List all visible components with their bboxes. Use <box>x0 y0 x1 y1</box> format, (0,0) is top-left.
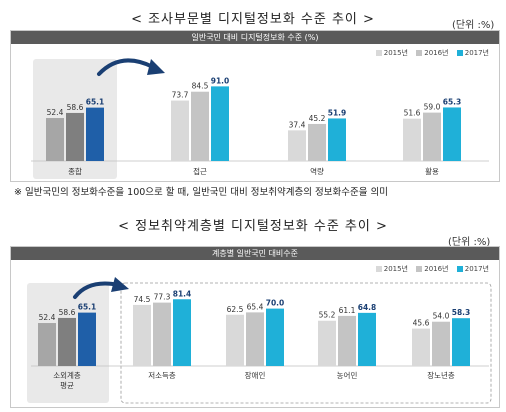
data-label-1-1: 84.5 <box>192 82 209 91</box>
data-label-2-2: 51.9 <box>328 108 347 117</box>
legend-swatch-2015 <box>375 266 382 272</box>
legend-label-2016: 2016년 <box>424 49 449 57</box>
data-label-0-2: 65.1 <box>86 98 105 107</box>
category-label-3: 농어민 <box>337 370 358 380</box>
legend-swatch-2016 <box>416 266 423 272</box>
data-label-2-1: 45.2 <box>309 114 326 123</box>
category-label-2: 역량 <box>310 166 324 176</box>
data-label-0-0: 52.4 <box>39 313 56 322</box>
bar-2-2 <box>266 308 284 366</box>
bottom-legend: 2015년 2016년 2017년 <box>370 264 489 274</box>
bar-4-1 <box>432 321 450 366</box>
data-label-3-2: 64.8 <box>358 303 377 312</box>
data-label-1-2: 91.0 <box>211 76 230 85</box>
bar-3-1 <box>423 112 441 161</box>
data-label-4-1: 54.0 <box>433 312 450 321</box>
legend-swatch-2016 <box>416 50 423 56</box>
data-label-3-1: 61.1 <box>339 306 356 315</box>
bar-2-2 <box>328 118 346 161</box>
data-label-2-2: 70.0 <box>266 299 285 308</box>
comparison-dashed-box <box>120 282 492 404</box>
legend-label-2017: 2017년 <box>464 49 489 57</box>
data-label-3-1: 59.0 <box>424 103 441 112</box>
data-label-1-0: 74.5 <box>134 295 151 304</box>
bar-0-0 <box>38 323 56 366</box>
data-label-3-2: 65.3 <box>443 97 462 106</box>
top-legend: 2015년 2016년 2017년 <box>370 48 489 58</box>
data-label-0-0: 52.4 <box>47 108 64 117</box>
data-label-1-2: 81.4 <box>173 289 192 298</box>
bottom-unit-label: (단위 :%) <box>448 237 491 248</box>
category-label-0-1: 평균 <box>60 380 74 390</box>
bar-2-0 <box>288 130 306 161</box>
category-label-0-0: 소외계층 <box>53 370 81 380</box>
data-label-3-0: 51.6 <box>404 109 421 118</box>
bar-1-2 <box>173 299 191 366</box>
bar-1-1 <box>153 302 171 366</box>
trend-arrow-head <box>147 59 165 75</box>
category-label-2: 장애인 <box>245 370 266 380</box>
top-chart-title: 일반국민 대비 디지털정보화 수준 (%) <box>11 31 499 44</box>
legend-swatch-2017 <box>456 266 463 272</box>
bottom-section-title: < 정보취약계층별 디지털정보화 수준 추이 > <box>118 219 388 234</box>
data-label-0-1: 58.6 <box>59 308 76 317</box>
category-label-1: 접근 <box>193 167 207 176</box>
data-label-4-0: 45.6 <box>413 319 430 328</box>
data-label-1-1: 77.3 <box>154 293 171 302</box>
bar-3-0 <box>403 118 421 161</box>
bar-1-0 <box>133 304 151 366</box>
data-label-2-1: 65.4 <box>247 302 264 311</box>
bar-2-0 <box>226 314 244 366</box>
bar-0-1 <box>66 112 84 161</box>
top-bar-chart: 52.458.665.1 종합 73.784.591.0 접근 37.445.251.9… <box>31 58 489 179</box>
bar-3-2 <box>358 312 376 366</box>
bar-0-2 <box>86 107 104 161</box>
legend-label-2015: 2015년 <box>383 265 408 273</box>
legend-label-2016: 2016년 <box>424 265 449 273</box>
category-label-4: 장노년층 <box>427 370 455 380</box>
trend-arrow-head <box>111 277 129 292</box>
data-label-4-2: 58.3 <box>452 308 471 317</box>
bottom-chart-panel: 계층별 일반국민 대비수준 2015년 2016년 2017년 52.4 58.6… <box>10 246 500 408</box>
bar-1-2 <box>211 86 229 161</box>
bar-3-2 <box>443 107 461 161</box>
top-section-title: < 조사부문별 디지털정보화 수준 추이 > <box>131 12 375 27</box>
top-unit-label: (단위 :%) <box>452 20 495 31</box>
data-label-0-2: 65.1 <box>78 303 97 312</box>
category-label-1: 저소득층 <box>148 371 176 380</box>
footnote: ※ 일반국민의 정보화수준을 100으로 할 때, 일반국민 대비 정보취약계층… <box>14 187 388 198</box>
legend-swatch-2015 <box>375 50 382 56</box>
bar-4-0 <box>412 328 430 366</box>
bar-1-0 <box>171 100 189 161</box>
bar-0-0 <box>46 118 64 161</box>
legend-swatch-2017 <box>456 50 463 56</box>
data-label-2-0: 37.4 <box>289 120 306 129</box>
data-label-1-0: 73.7 <box>172 91 189 100</box>
top-chart-panel: 일반국민 대비 디지털정보화 수준 (%) 2015년 2016년 2017년 … <box>10 30 500 182</box>
data-label-3-0: 55.2 <box>319 311 336 320</box>
bar-2-1 <box>308 123 326 161</box>
bar-2-1 <box>246 312 264 366</box>
category-label-3: 활용 <box>425 166 439 176</box>
bar-3-1 <box>338 315 356 366</box>
category-label-0: 종합 <box>68 167 82 176</box>
bar-3-0 <box>318 320 336 366</box>
data-label-0-1: 58.6 <box>67 103 84 112</box>
bottom-chart-title: 계층별 일반국민 대비수준 <box>11 247 499 260</box>
data-label-2-0: 62.5 <box>227 305 244 314</box>
bar-0-2 <box>78 312 96 366</box>
legend-label-2015: 2015년 <box>383 49 408 57</box>
legend-label-2017: 2017년 <box>464 265 489 273</box>
bar-1-1 <box>191 91 209 161</box>
bar-4-2 <box>452 318 470 366</box>
bar-0-1 <box>58 317 76 366</box>
trend-arrow <box>97 58 155 76</box>
